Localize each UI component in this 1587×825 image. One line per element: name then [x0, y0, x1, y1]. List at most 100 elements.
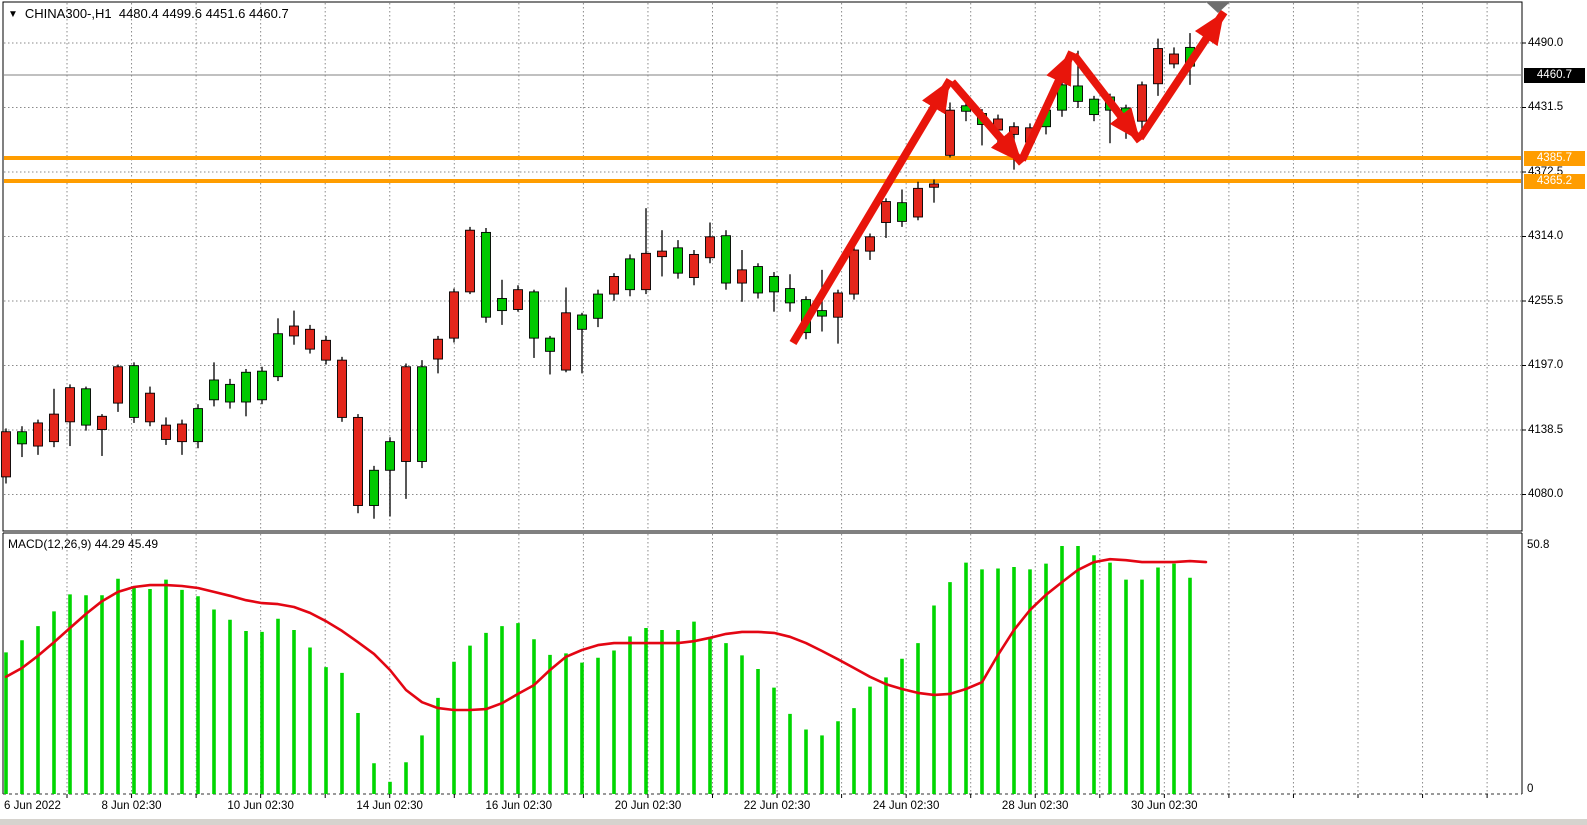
price-axis-label: 4431.5	[1528, 101, 1564, 113]
candle	[449, 288, 459, 343]
candle	[1, 428, 11, 484]
price-axis-label: 4314.0	[1528, 230, 1564, 242]
axis-ticks	[66, 42, 1526, 798]
window-bottom-strip	[0, 818, 1587, 825]
level-price-badge: 4385.7	[1524, 150, 1585, 166]
candle	[561, 287, 571, 373]
macd-scale-zero: 0	[1527, 783, 1534, 795]
candle	[49, 388, 59, 448]
price-axis-label: 4255.5	[1528, 294, 1564, 307]
candle	[785, 274, 795, 312]
candle	[721, 230, 731, 290]
symbol-dropdown-icon[interactable]: ▼	[8, 9, 18, 20]
candle	[177, 419, 187, 455]
candle	[209, 362, 219, 407]
candle	[545, 335, 555, 375]
candle	[945, 102, 955, 158]
candle	[657, 230, 667, 277]
candle	[753, 263, 763, 299]
candle	[305, 324, 315, 354]
candle	[641, 208, 651, 295]
chart-object-anchor-icon[interactable]	[1206, 2, 1230, 13]
candle	[225, 378, 235, 409]
candle	[321, 335, 331, 365]
candle	[257, 366, 267, 405]
candle	[913, 181, 923, 221]
candle	[625, 254, 635, 297]
current-price-badge: 4460.7	[1524, 67, 1585, 83]
candle	[289, 310, 299, 345]
candle	[833, 289, 843, 344]
candle	[593, 289, 603, 328]
candle	[609, 273, 619, 301]
chart-title-ohlc: 4480.4 4499.6 4451.6 4460.7	[118, 6, 289, 21]
candle	[353, 414, 363, 514]
time-axis-label: 6 Jun 2022	[4, 800, 61, 812]
candle	[529, 289, 539, 358]
candle	[513, 285, 523, 312]
trend-arrow[interactable]	[1018, 50, 1076, 162]
candle	[881, 198, 891, 238]
candle	[193, 404, 203, 449]
time-axis-label: 8 Jun 02:30	[101, 800, 162, 812]
candle	[81, 386, 91, 431]
candle	[369, 465, 379, 519]
candle	[465, 226, 475, 295]
candle	[865, 233, 875, 260]
price-axis-label: 4490.0	[1528, 36, 1564, 49]
trend-arrow[interactable]	[789, 77, 954, 346]
candle	[737, 250, 747, 302]
candle	[769, 272, 779, 312]
level-price-badge: 4365.2	[1524, 173, 1585, 189]
candle	[689, 250, 699, 286]
candle	[97, 414, 107, 456]
time-axis-label: 20 Jun 02:30	[614, 800, 682, 812]
candle	[113, 364, 123, 412]
trend-arrow[interactable]	[1136, 9, 1228, 141]
trend-arrow[interactable]	[1070, 52, 1144, 144]
candle	[145, 386, 155, 427]
candle	[497, 279, 507, 325]
candle	[577, 312, 587, 374]
candle	[417, 360, 427, 469]
candle	[849, 246, 859, 300]
candle	[1169, 47, 1179, 69]
macd-indicator-label: MACD(12,26,9) 44.29 45.49	[8, 537, 159, 551]
candle	[33, 419, 43, 455]
candle	[929, 179, 939, 203]
candle	[433, 335, 443, 374]
candle	[673, 240, 683, 279]
macd-panel[interactable]	[3, 533, 1522, 794]
macd-histogram	[4, 546, 1192, 794]
time-axis-label: 10 Jun 02:30	[227, 800, 294, 812]
price-axis-label: 4080.0	[1528, 488, 1564, 500]
candle	[481, 228, 491, 323]
candle	[241, 368, 251, 417]
macd-signal-line	[4, 557, 1208, 712]
candle	[65, 384, 75, 447]
time-axis-label: 30 Jun 02:30	[1131, 800, 1198, 812]
chart-title: ▼ CHINA300-,H1 4480.4 4499.6 4451.6 4460.…	[8, 6, 289, 21]
time-axis-label: 16 Jun 02:30	[485, 800, 553, 812]
candle	[705, 222, 715, 264]
time-axis-label: 28 Jun 02:30	[1001, 800, 1069, 812]
trend-arrow[interactable]	[948, 79, 1026, 166]
candle	[401, 363, 411, 499]
candle	[1153, 38, 1163, 96]
price-axis-label: 4197.0	[1528, 359, 1564, 371]
time-axis-label: 22 Jun 02:30	[743, 800, 811, 812]
trend-arrows[interactable]	[789, 9, 1228, 346]
macd-scale-max: 50.8	[1527, 539, 1550, 551]
candle	[1089, 95, 1099, 122]
candle	[129, 362, 139, 423]
chart-title-symbol: CHINA300-,H1	[24, 6, 112, 21]
time-axis-label: 24 Jun 02:30	[872, 800, 940, 812]
candle	[161, 417, 171, 445]
candle	[897, 189, 907, 227]
candle	[385, 437, 395, 517]
time-axis-label: 14 Jun 02:30	[356, 800, 423, 812]
candle	[337, 356, 347, 422]
candle	[273, 318, 283, 382]
